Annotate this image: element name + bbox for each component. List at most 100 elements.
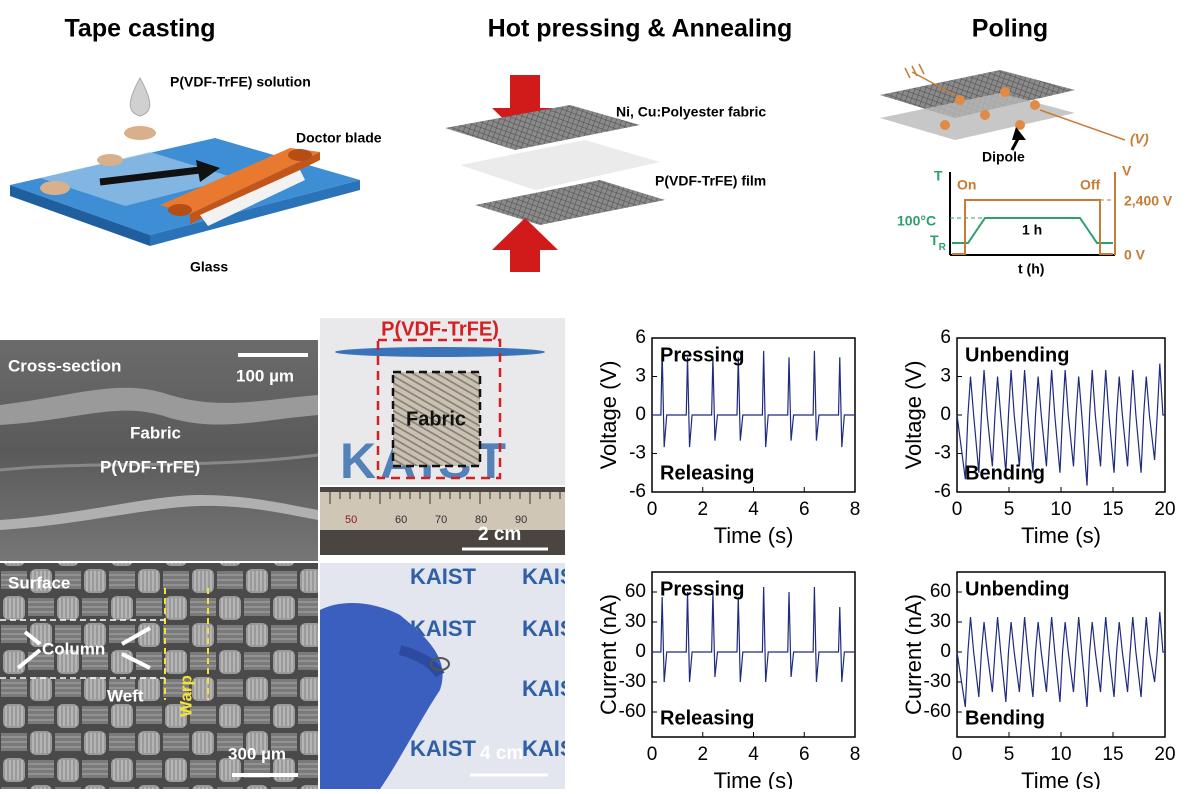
- label: 1 h: [1022, 222, 1042, 238]
- ground: [905, 64, 924, 78]
- y-axis-label: Current (nA): [596, 594, 621, 715]
- x-axis-label: Time (s): [1021, 768, 1101, 789]
- x-tick-label: 2: [697, 499, 708, 520]
- x-tick-label: 8: [850, 744, 861, 765]
- x-tick-label: 10: [1050, 499, 1071, 520]
- x-tick-label: 2: [697, 744, 708, 765]
- blade-knob: [168, 204, 192, 216]
- label: P(VDF-TrFE) solution: [170, 74, 311, 90]
- panel-title: Hot pressing & Annealing: [488, 15, 793, 43]
- label-sub: R: [939, 242, 947, 253]
- charts: -6-303602468Time (s)Voltage (V)PressingR…: [596, 327, 1176, 789]
- label: TR: [930, 232, 947, 253]
- logo: KAIST: [522, 736, 589, 761]
- blade-knob: [288, 149, 312, 161]
- logo-swoosh: [335, 347, 545, 357]
- scale-label: 100 µm: [236, 366, 294, 385]
- x-tick-label: 4: [748, 499, 759, 520]
- x-axis-label: Time (s): [1021, 523, 1101, 548]
- y-tick-label: -3: [629, 443, 646, 464]
- label: Column: [42, 639, 105, 658]
- annotation: Pressing: [660, 578, 744, 600]
- fabric-plate: [475, 180, 665, 225]
- label: 100°C: [897, 213, 936, 229]
- x-tick-label: 0: [647, 744, 658, 765]
- y-tick-label: 6: [940, 327, 951, 348]
- label: Doctor blade: [296, 130, 382, 146]
- y-tick-label: 0: [635, 404, 646, 425]
- label: Ni, Cu:Polyester fabric: [616, 104, 766, 120]
- y-axis-label: Voltage (V): [901, 361, 926, 470]
- x-tick-label: 0: [647, 499, 658, 520]
- signal-line: [652, 587, 855, 682]
- x-tick-label: 6: [799, 499, 810, 520]
- label: P(VDF-TrFE) film: [655, 173, 766, 189]
- poling-panel: Poling Dipole (V) T V On Off 100°C 2,400…: [880, 15, 1173, 277]
- x-tick-label: 20: [1154, 744, 1175, 765]
- droplet: [130, 78, 150, 116]
- label: On: [957, 177, 976, 193]
- y-tick-label: -6: [934, 481, 951, 502]
- hand-photo: KAIST KAIST KAIST KAIST KAIST KAIST KAIS…: [315, 563, 589, 789]
- y-tick-label: -60: [619, 701, 646, 722]
- x-tick-label: 5: [1004, 744, 1015, 765]
- label: Warp: [176, 675, 195, 717]
- press-arrow: [492, 218, 558, 272]
- logo: KAIST: [522, 564, 589, 589]
- y-tick-label: 0: [940, 641, 951, 662]
- y-tick-label: 3: [940, 366, 951, 387]
- y-tick-label: -30: [924, 671, 951, 692]
- label: Fabric: [406, 408, 466, 430]
- y-tick-label: 30: [625, 611, 646, 632]
- tape-casting-panel: Tape casting P(VDF-TrFE) solution Doctor…: [10, 15, 382, 275]
- film-photo: KAIST P(VDF-TrFE) Fabric: [320, 318, 565, 489]
- label: P(VDF-TrFE): [381, 318, 499, 340]
- y-tick-label: 60: [625, 581, 646, 602]
- annotation: Releasing: [660, 707, 754, 729]
- ruler-number: 50: [345, 514, 357, 526]
- x-tick-label: 6: [799, 744, 810, 765]
- ruler-photo: 50 60 70 80 90 2 cm: [320, 487, 565, 555]
- panel-title: Tape casting: [65, 15, 216, 43]
- x-tick-label: 0: [952, 744, 963, 765]
- label: Fabric: [130, 423, 181, 442]
- x-tick-label: 0: [952, 499, 963, 520]
- page: Fabric PVDF-TrFE figure { "panels": { "t…: [0, 0, 1198, 789]
- annotation: Unbending: [965, 344, 1069, 366]
- spacer: [97, 154, 123, 166]
- x-tick-label: 8: [850, 499, 861, 520]
- label: Off: [1080, 177, 1101, 193]
- label: Cross-section: [8, 356, 121, 375]
- spacer: [124, 126, 156, 140]
- logo: KAIST: [522, 676, 589, 701]
- x-tick-label: 5: [1004, 499, 1015, 520]
- panel-title: Poling: [972, 15, 1048, 43]
- figure: Tape casting P(VDF-TrFE) solution Doctor…: [0, 0, 1198, 789]
- label: T: [934, 168, 943, 184]
- y-tick-label: -3: [934, 443, 951, 464]
- label: 0 V: [1124, 247, 1146, 263]
- cross-section-image: Cross-section 100 µm Fabric P(VDF-TrFE): [0, 340, 318, 561]
- annotation: Bending: [965, 462, 1045, 484]
- x-tick-label: 15: [1102, 744, 1123, 765]
- ruler-number: 70: [435, 514, 447, 526]
- annotation: Bending: [965, 707, 1045, 729]
- fabric-plate: [445, 105, 640, 150]
- film-plate: [460, 140, 660, 190]
- annotation: Releasing: [660, 462, 754, 484]
- y-tick-label: -6: [629, 481, 646, 502]
- x-axis-label: Time (s): [714, 523, 794, 548]
- scale-label: 2 cm: [478, 524, 521, 545]
- label: Glass: [190, 259, 228, 275]
- label: 2,400 V: [1124, 193, 1173, 209]
- y-tick-label: 6: [635, 327, 646, 348]
- y-tick-label: 0: [635, 641, 646, 662]
- x-axis-label: Time (s): [714, 768, 794, 789]
- logo: KAIST: [410, 564, 477, 589]
- label: V: [1122, 163, 1132, 179]
- label: t (h): [1018, 261, 1044, 277]
- scale-label: 4 cm: [480, 743, 523, 764]
- y-axis-label: Current (nA): [901, 594, 926, 715]
- x-tick-label: 20: [1154, 499, 1175, 520]
- x-tick-label: 15: [1102, 499, 1123, 520]
